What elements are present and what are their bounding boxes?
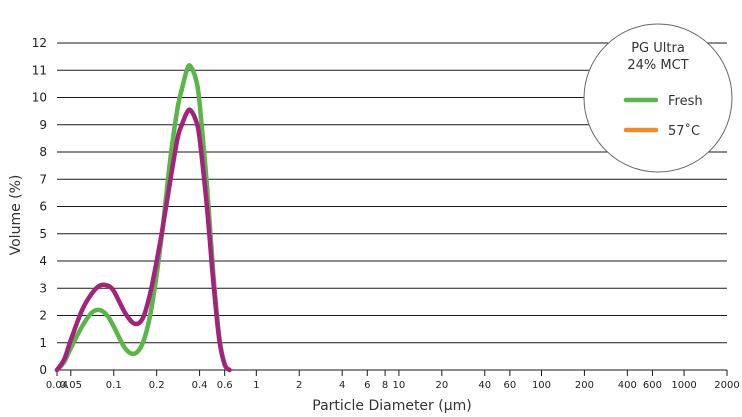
x-tick-label: 2 — [296, 380, 302, 391]
x-tick-label: 20 — [435, 380, 448, 391]
y-tick-label: 12 — [32, 36, 47, 50]
y-tick-label: 8 — [39, 145, 47, 159]
x-tick-label: 0.05 — [60, 380, 82, 391]
y-tick-label: 2 — [39, 309, 47, 323]
y-tick-label: 9 — [39, 118, 47, 132]
legend-label: 57˚C — [668, 123, 700, 139]
legend-circle — [583, 23, 733, 173]
x-tick-label: 0.2 — [149, 380, 165, 391]
series-lines — [54, 63, 232, 373]
y-tick-label: 11 — [32, 63, 47, 77]
x-tick-label: 600 — [643, 380, 662, 391]
legend-items: Fresh 57˚C — [623, 94, 703, 139]
legend: PG Ultra 24% MCT Fresh 57˚C — [583, 23, 733, 173]
x-tick-label: 60 — [503, 380, 516, 391]
x-tick-label: 0.04 — [46, 380, 68, 391]
x-tick-label: 0.6 — [217, 380, 233, 391]
legend-title-line2: 24% MCT — [627, 58, 688, 73]
y-tick-label: 1 — [39, 336, 47, 350]
x-tick-label: 4 — [339, 380, 345, 391]
y-tick-label: 5 — [39, 227, 47, 241]
x-tick-label: 1000 — [671, 380, 696, 391]
y-axis-label: Volume (%) — [8, 175, 24, 256]
x-axis-label: Particle Diameter (µm) — [312, 398, 471, 414]
x-axis-ticks: 0.040.05 0.1 0.2 0.4 0.6 1 2 4 6 8 10 20 40 60 100 200 4… — [46, 370, 740, 391]
y-tick-label: 6 — [39, 200, 47, 214]
y-tick-label: 4 — [39, 254, 47, 268]
series-line-57c — [54, 107, 232, 373]
x-tick-label: 2000 — [714, 380, 739, 391]
x-tick-label: 100 — [532, 380, 551, 391]
series-line-fresh — [54, 63, 232, 373]
x-tick-label: 6 — [364, 380, 370, 391]
x-tick-label: 0.4 — [192, 380, 208, 391]
x-tick-label: 200 — [575, 380, 594, 391]
y-tick-label: 7 — [39, 172, 47, 186]
x-tick-label: 40 — [478, 380, 491, 391]
x-tick-label: 400 — [618, 380, 637, 391]
x-tick-label: 1 — [253, 380, 259, 391]
y-tick-label: 0 — [39, 363, 47, 377]
y-tick-label: 3 — [39, 281, 47, 295]
y-tick-label: 10 — [32, 91, 47, 105]
x-tick-label: 8 — [382, 380, 388, 391]
legend-label: Fresh — [668, 94, 703, 109]
legend-title-line1: PG Ultra — [631, 41, 685, 56]
x-tick-label: 10 — [393, 380, 406, 391]
x-tick-label: 0.1 — [106, 380, 122, 391]
